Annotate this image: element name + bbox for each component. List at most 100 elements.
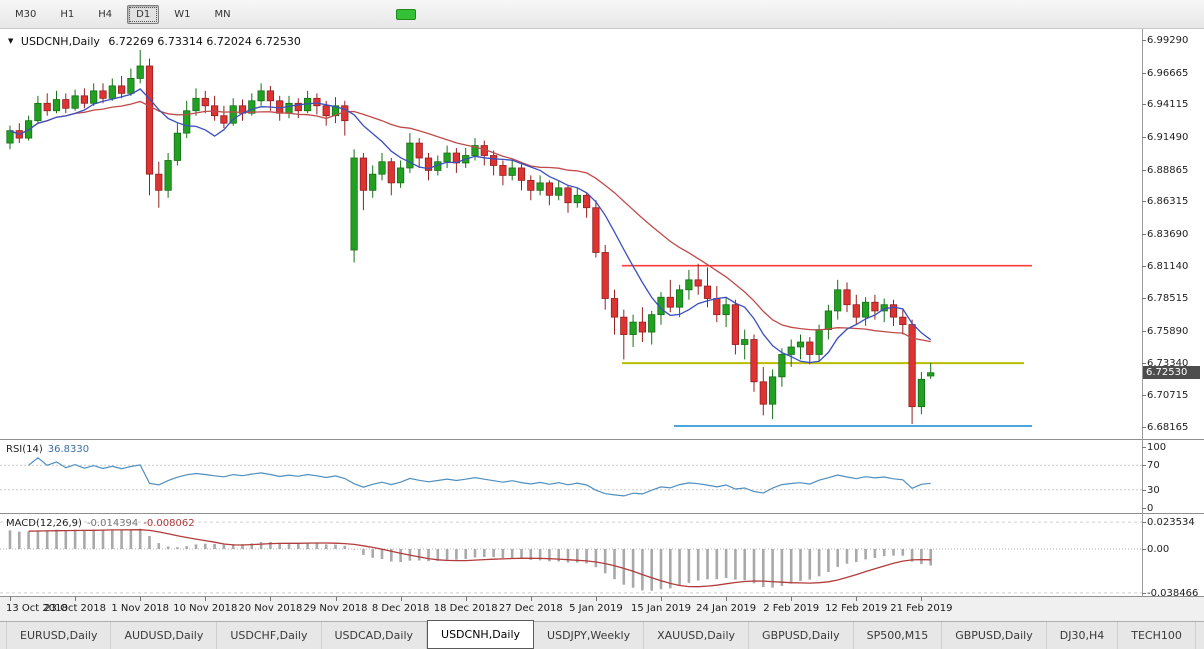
timeframe-w1[interactable]: W1 <box>174 8 191 20</box>
panel-separator[interactable] <box>0 513 1204 514</box>
macd-histogram <box>8 528 933 591</box>
tab-usdchf-daily[interactable]: USDCHF,Daily <box>217 622 322 649</box>
ma-fast-line <box>9 88 932 364</box>
candle <box>722 304 730 316</box>
candle <box>173 132 181 161</box>
candle <box>257 90 265 102</box>
date-label: 5 Jan 2019 <box>569 603 623 614</box>
macd-axis-label: 0.023534 <box>1142 517 1195 529</box>
ma-slow-line <box>9 100 931 343</box>
candle <box>369 173 377 191</box>
tab-audusd-daily[interactable]: AUDUSD,Daily <box>111 622 218 649</box>
date-tick <box>335 597 337 601</box>
date-tick <box>400 597 402 601</box>
macd-name: MACD(12,26,9) <box>6 518 82 529</box>
tab-gbpusd-daily[interactable]: GBPUSD,Daily <box>942 622 1047 649</box>
candle <box>43 102 51 112</box>
candle <box>90 90 98 104</box>
candle <box>592 207 600 253</box>
date-tick <box>856 597 858 601</box>
candle <box>629 321 637 335</box>
candlestick-series <box>6 49 935 425</box>
candle <box>71 95 79 109</box>
timeframe-h1[interactable]: H1 <box>60 8 75 20</box>
price-axis[interactable]: 6.72530 6.99290 6.96665 6.94115 6.91490 6.88… <box>1141 29 1204 599</box>
candle <box>248 100 256 114</box>
rsi-axis-label: 30 <box>1142 484 1160 496</box>
candle <box>908 324 916 408</box>
candle <box>443 152 451 163</box>
candle <box>564 187 572 204</box>
price-axis-label: 6.75890 <box>1141 325 1189 337</box>
date-tick <box>205 597 207 601</box>
candle <box>917 378 926 408</box>
macd-axis-label: 0.00 <box>1141 544 1170 555</box>
candle <box>545 182 554 196</box>
macd-signal-value: -0.008062 <box>143 518 195 529</box>
date-label: 10 Nov 2018 <box>173 603 238 614</box>
candle <box>489 155 498 166</box>
macd-plot-area[interactable] <box>0 514 1142 596</box>
candle <box>899 316 907 326</box>
price-axis-label: 6.96665 <box>1141 67 1189 79</box>
macd-main-value: -0.014394 <box>86 518 139 529</box>
candle <box>852 304 860 318</box>
tab-usdcnh-daily[interactable]: USDCNH,Daily <box>427 620 535 649</box>
rsi-axis-label: 70 <box>1142 460 1160 472</box>
date-label: 29 Nov 2018 <box>303 603 368 614</box>
rsi-axis-label: 100 <box>1141 442 1167 453</box>
candle <box>620 316 628 335</box>
candle <box>378 161 386 175</box>
candle <box>415 142 423 159</box>
timeframe-h4[interactable]: H4 <box>98 8 113 20</box>
candle <box>471 145 479 156</box>
chart-ohlc-values: 6.72269 6.73314 6.72024 6.72530 <box>108 35 301 48</box>
candle <box>536 182 544 191</box>
candle <box>731 304 740 345</box>
time-axis[interactable]: 13 Oct 2018 23 Oct 2018 1 Nov 2018 10 Nov 2… <box>0 597 1142 620</box>
toolbar-green-indicator <box>395 8 416 20</box>
tab-usdcad-daily[interactable]: USDCAD,Daily <box>322 622 428 649</box>
candle <box>778 354 786 378</box>
price-axis-border <box>1142 29 1143 597</box>
rsi-name: RSI(14) <box>6 444 43 455</box>
date-label: 12 Feb 2019 <box>825 603 888 614</box>
timeframe-m30[interactable]: M30 <box>15 8 37 20</box>
date-label: 21 Feb 2019 <box>890 603 953 614</box>
candle <box>108 85 116 99</box>
tab-gbpusd-daily[interactable]: GBPUSD,Daily <box>749 622 854 649</box>
rsi-pane-label: RSI(14) 36.8330 <box>6 444 89 455</box>
candle <box>638 321 647 333</box>
tab-usdjpy-weekly[interactable]: USDJPY,Weekly <box>534 622 645 649</box>
date-tick <box>140 597 142 601</box>
rsi-plot-area[interactable] <box>0 440 1142 513</box>
candle <box>713 298 721 316</box>
candle <box>294 102 302 112</box>
tab-eurusd-daily[interactable]: EURUSD,Daily <box>6 622 112 649</box>
price-axis-label: 6.94115 <box>1141 99 1189 111</box>
tab-sp500-m15[interactable]: SP500,M15 <box>854 622 943 649</box>
candle <box>396 167 405 184</box>
price-axis-label: 6.70715 <box>1141 390 1189 402</box>
rsi-line <box>28 457 931 497</box>
tab-xauusd-daily[interactable]: XAUUSD,Daily <box>644 622 750 649</box>
tab-tech100[interactable]: TECH100 <box>1118 622 1196 649</box>
date-tick <box>465 597 467 601</box>
chart-dropdown-marker[interactable]: ▼ <box>8 37 14 45</box>
chart-plot-area[interactable] <box>0 29 1142 439</box>
candle <box>741 339 749 345</box>
timeframe-mn[interactable]: MN <box>214 8 231 20</box>
price-axis-label: 6.88865 <box>1141 164 1189 176</box>
date-tick <box>530 597 532 601</box>
panel-separator[interactable] <box>0 439 1204 440</box>
candle <box>508 167 516 176</box>
timeframe-d1[interactable]: D1 <box>127 4 160 24</box>
panel-separator[interactable] <box>0 596 1204 597</box>
candle <box>927 372 935 377</box>
candle <box>703 285 712 299</box>
candle <box>183 110 191 134</box>
tab-dj30-h4[interactable]: DJ30,H4 <box>1047 622 1119 649</box>
date-label: 2 Feb 2019 <box>763 603 820 614</box>
date-label: 18 Dec 2018 <box>433 603 498 614</box>
candle <box>657 296 665 316</box>
